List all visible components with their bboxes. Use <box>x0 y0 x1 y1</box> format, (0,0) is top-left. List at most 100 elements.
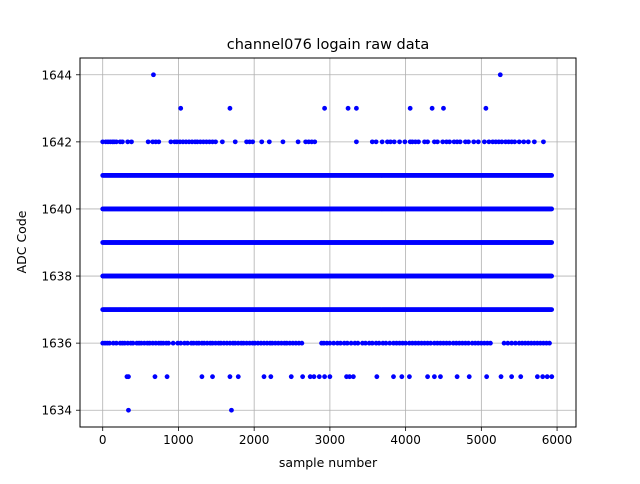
data-point <box>512 139 518 145</box>
data-point <box>488 340 493 346</box>
data-point <box>391 374 396 380</box>
data-point <box>497 72 503 78</box>
data-point <box>549 206 555 212</box>
data-point <box>261 374 267 380</box>
data-point <box>429 105 435 111</box>
data-point <box>235 374 241 380</box>
data-point <box>540 374 546 380</box>
data-point <box>178 105 184 111</box>
data-point <box>544 374 550 380</box>
chart-title: channel076 logain raw data <box>227 37 429 53</box>
data-point <box>145 139 151 145</box>
data-point <box>199 374 205 380</box>
data-point <box>407 374 412 380</box>
data-point <box>428 340 434 346</box>
data-point <box>327 340 333 346</box>
data-point <box>299 340 305 346</box>
y-tick-label: 1636 <box>41 337 72 351</box>
data-point <box>483 105 489 111</box>
data-point <box>259 139 265 145</box>
data-point <box>210 374 215 380</box>
data-point <box>178 340 184 346</box>
data-point <box>475 139 481 145</box>
data-point <box>516 139 522 145</box>
data-point <box>457 139 463 145</box>
data-point <box>388 139 393 145</box>
x-tick-label: 5000 <box>466 433 497 447</box>
data-point <box>307 374 313 380</box>
y-axis-ticks: 1634 1636 1638 1640 1642 1644 <box>41 68 80 418</box>
data-point <box>416 139 421 145</box>
data-point <box>322 105 327 111</box>
data-point <box>403 340 409 346</box>
data-point <box>130 340 136 346</box>
x-axis-ticks: 0 1000 2000 3000 4000 5000 6000 <box>99 427 572 447</box>
data-point <box>316 374 322 380</box>
data-point <box>521 139 527 145</box>
data-point <box>383 340 389 346</box>
data-point <box>454 374 460 380</box>
data-point <box>129 139 134 145</box>
data-point <box>425 374 430 380</box>
data-point <box>168 139 174 145</box>
data-point <box>347 374 352 380</box>
data-point <box>391 139 397 145</box>
data-point <box>156 139 162 145</box>
data-point <box>438 374 443 380</box>
data-point <box>509 340 515 346</box>
data-point <box>435 139 440 145</box>
x-tick-label: 4000 <box>390 433 421 447</box>
data-point <box>447 340 452 346</box>
data-point <box>549 273 555 279</box>
data-point <box>397 139 402 145</box>
data-point <box>541 139 546 145</box>
data-point <box>513 340 518 346</box>
data-point <box>373 139 379 145</box>
data-point <box>466 139 471 145</box>
data-point <box>348 340 354 346</box>
data-point <box>227 374 233 380</box>
data-point <box>288 374 294 380</box>
y-tick-label: 1644 <box>41 68 72 82</box>
data-point <box>125 139 131 145</box>
data-point <box>441 105 446 111</box>
data-point <box>374 374 380 380</box>
data-point <box>466 340 471 346</box>
data-point <box>471 139 477 145</box>
x-tick-label: 6000 <box>542 433 573 447</box>
data-point <box>295 139 301 145</box>
data-point <box>266 139 272 145</box>
data-point <box>402 139 408 145</box>
data-point <box>312 139 318 145</box>
data-point <box>151 72 156 78</box>
data-point <box>280 139 286 145</box>
data-point <box>484 374 490 380</box>
data-point <box>399 374 405 380</box>
data-point <box>549 374 555 380</box>
data-point <box>213 139 218 145</box>
x-axis-label: sample number <box>279 455 378 470</box>
data-point <box>534 374 540 380</box>
data-point <box>501 340 507 346</box>
data-point <box>322 374 327 380</box>
data-point <box>509 374 515 380</box>
y-tick-label: 1640 <box>41 202 72 216</box>
data-point <box>498 374 504 380</box>
x-tick-label: 2000 <box>239 433 270 447</box>
data-point <box>440 139 446 145</box>
data-point <box>268 374 274 380</box>
data-point <box>505 340 511 346</box>
data-points <box>100 72 555 413</box>
data-point <box>300 374 306 380</box>
data-point <box>219 139 225 145</box>
data-point <box>379 139 385 145</box>
data-point <box>113 139 119 145</box>
data-point <box>425 139 430 145</box>
data-point <box>518 374 524 380</box>
plot-frame <box>79 57 577 428</box>
x-tick-label: 3000 <box>315 433 346 447</box>
data-point <box>354 139 359 145</box>
